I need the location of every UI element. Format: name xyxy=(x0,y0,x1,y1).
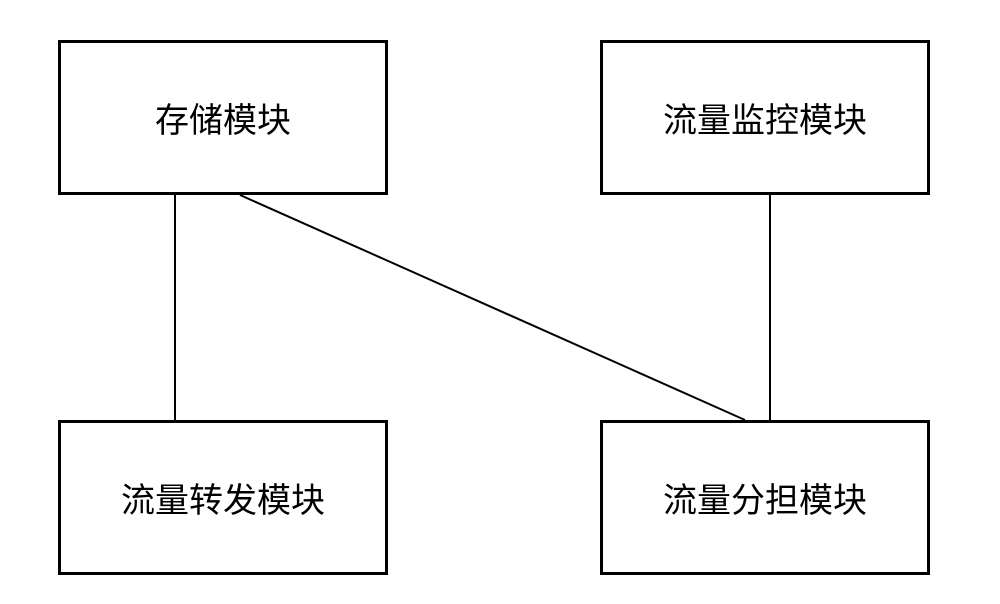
node-traffic-forward: 流量转发模块 xyxy=(58,420,388,575)
diagram-container: 存储模块 流量监控模块流量转发模块 流量分担模块 xyxy=(0,0,1000,604)
node-label-storage: 存储模块 xyxy=(155,93,291,142)
node-traffic-monitor: 流量监控模块 xyxy=(600,40,930,195)
node-storage: 存储模块 xyxy=(58,40,388,195)
edge-storage-traffic-share xyxy=(240,195,745,420)
node-label-traffic-forward: 流量转发模块 xyxy=(121,473,325,522)
node-label-traffic-share: 流量分担模块 xyxy=(663,473,867,522)
node-label-traffic-monitor: 流量监控模块 xyxy=(663,93,867,142)
node-traffic-share: 流量分担模块 xyxy=(600,420,930,575)
